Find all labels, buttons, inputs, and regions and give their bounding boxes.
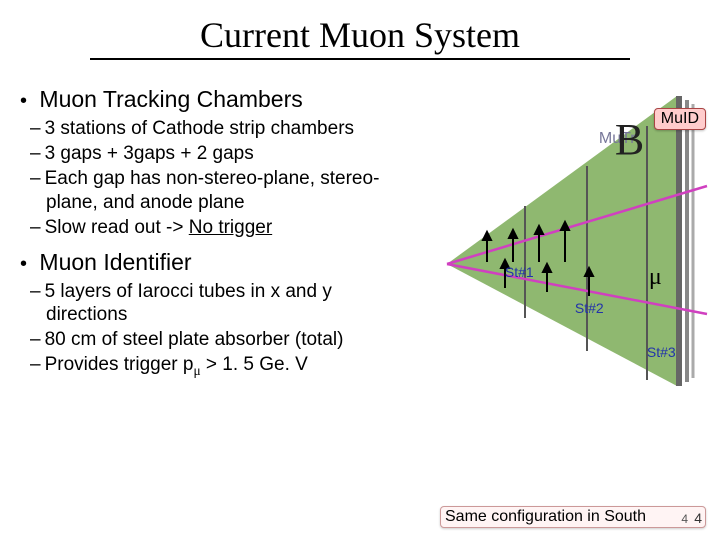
muid-label-box: MuID	[654, 108, 706, 130]
dash-icon: –	[30, 329, 41, 350]
diagram-column: MuID MuTr B μ St#1 St#2 St#3	[417, 86, 712, 381]
item-text: Each gap has non-stereo-plane, stereo-pl…	[45, 168, 380, 212]
page-title: Current Muon System	[90, 0, 630, 60]
heading-identifier: • Muon Identifier	[20, 249, 417, 276]
item-text: 80 cm of steel plate absorber (total)	[45, 329, 344, 350]
list-item: –80 cm of steel plate absorber (total)	[24, 328, 417, 351]
heading-text: Muon Identifier	[39, 249, 191, 275]
dash-icon: –	[30, 143, 41, 164]
dash-icon: –	[30, 281, 41, 302]
list-item: –Each gap has non-stereo-plane, stereo-p…	[24, 167, 417, 213]
dash-icon: –	[30, 118, 41, 139]
station-label: St#2	[575, 300, 604, 316]
no-trigger-text: No trigger	[189, 217, 272, 238]
station-label: St#1	[505, 264, 534, 280]
item-text: 3 gaps + 3gaps + 2 gaps	[45, 143, 254, 164]
muon-diagram	[417, 86, 713, 466]
list-item: –3 stations of Cathode strip chambers	[24, 117, 417, 140]
heading-tracking: • Muon Tracking Chambers	[20, 86, 417, 113]
item-text: Provides trigger p	[45, 354, 194, 375]
south-caption: Same configuration in South	[440, 506, 706, 528]
item-tail: > 1. 5 Ge. V	[201, 354, 308, 375]
heading-text: Muon Tracking Chambers	[39, 86, 302, 112]
item-text: 5 layers of Iarocci tubes in x and y dir…	[45, 281, 332, 325]
page-number-outer: 4	[694, 510, 702, 526]
list-item: –5 layers of Iarocci tubes in x and y di…	[24, 280, 417, 326]
item-text: 3 stations of Cathode strip chambers	[45, 118, 354, 139]
dash-icon: –	[30, 354, 41, 375]
station-label: St#3	[647, 344, 676, 360]
list-item: –3 gaps + 3gaps + 2 gaps	[24, 142, 417, 165]
b-field-label: B	[615, 114, 644, 165]
mu-symbol: μ	[649, 264, 662, 291]
bullet-dot: •	[20, 253, 27, 275]
bullet-column: • Muon Tracking Chambers –3 stations of …	[8, 86, 417, 381]
page-number-inner: 4	[681, 512, 688, 526]
bullet-dot: •	[20, 90, 27, 112]
mu-subscript: μ	[193, 363, 200, 378]
item-text: Slow read out ->	[45, 217, 189, 238]
list-item: –Slow read out -> No trigger	[24, 216, 417, 239]
list-item: –Provides trigger pμ > 1. 5 Ge. V	[24, 353, 417, 379]
dash-icon: –	[30, 168, 41, 189]
content-row: • Muon Tracking Chambers –3 stations of …	[0, 60, 720, 381]
dash-icon: –	[30, 217, 41, 238]
